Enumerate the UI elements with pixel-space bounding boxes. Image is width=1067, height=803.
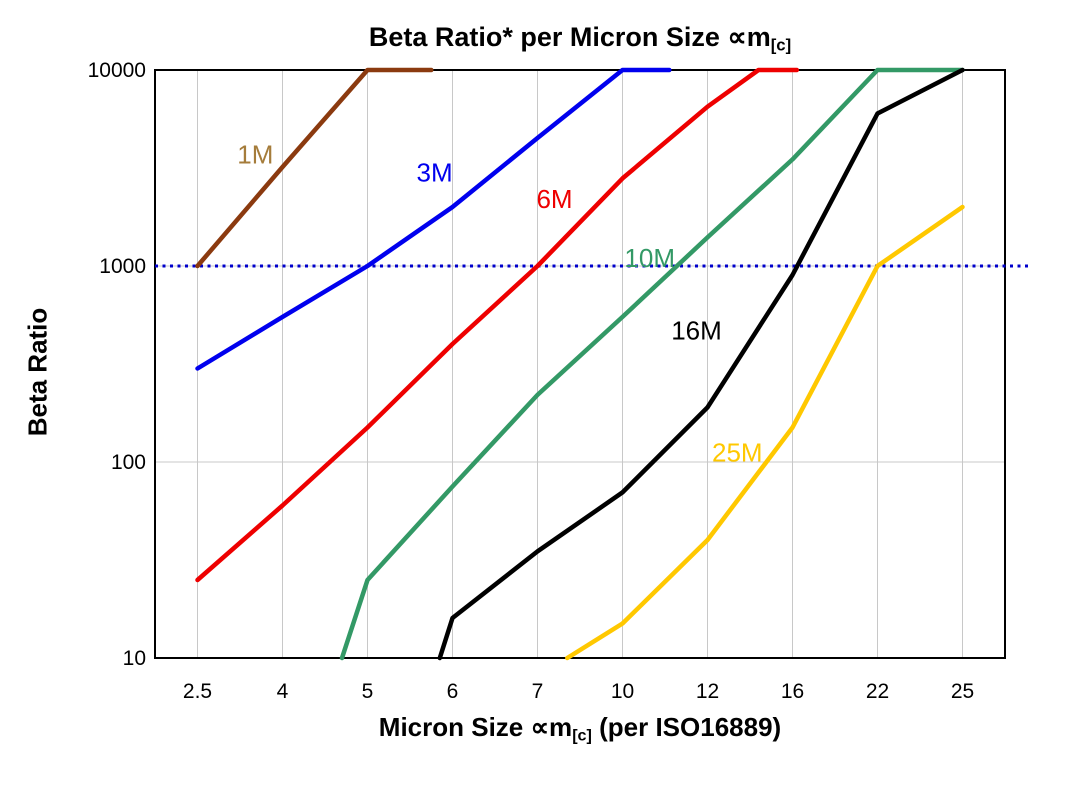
series-label-1M: 1M — [237, 140, 273, 170]
x-tick-label: 5 — [362, 680, 374, 703]
series-line-16M — [437, 67, 965, 661]
x-tick-label: 2.5 — [183, 680, 212, 703]
y-tick-label: 1000 — [99, 255, 146, 278]
x-axis-title: Micron Size ∝m[c] (per ISO16889) — [155, 712, 1005, 746]
x-axis-title-text: Micron Size — [378, 712, 531, 742]
series-label-10M: 10M — [624, 243, 675, 273]
series-line-25M — [565, 204, 965, 661]
y-axis-title: Beta Ratio — [22, 307, 53, 437]
x-tick-label: 6 — [447, 680, 459, 703]
x-tick-label: 12 — [696, 680, 719, 703]
series-line-10M — [339, 67, 965, 661]
x-tick-label: 10 — [611, 680, 634, 703]
chart-title: Beta Ratio* per Micron Size ∝m[c] — [155, 22, 1005, 56]
plot-border — [154, 69, 1006, 659]
chart-title-text: Beta Ratio* per Micron Size — [368, 22, 728, 52]
series-line-3M — [195, 67, 672, 371]
series-line-6M — [195, 67, 800, 583]
proportional-symbol: ∝m — [530, 712, 573, 742]
y-tick-label: 100 — [111, 451, 146, 474]
series-label-6M: 6M — [536, 184, 572, 214]
x-axis-title-subscript: [c] — [572, 726, 592, 745]
x-tick-label: 4 — [277, 680, 289, 703]
x-tick-label: 16 — [781, 680, 804, 703]
series-label-25M: 25M — [712, 437, 763, 467]
x-tick-label: 25 — [951, 680, 974, 703]
chart-title-subscript: [c] — [770, 35, 792, 55]
series-line-1M — [195, 67, 434, 269]
x-tick-label: 22 — [866, 680, 889, 703]
y-tick-label: 10 — [123, 647, 146, 670]
proportional-symbol: ∝m — [727, 22, 771, 52]
series-label-3M: 3M — [417, 158, 453, 188]
series-label-16M: 16M — [671, 315, 722, 345]
y-tick-label: 10000 — [88, 59, 146, 82]
x-axis-title-suffix: (per ISO16889) — [591, 712, 782, 742]
x-tick-label: 7 — [532, 680, 544, 703]
